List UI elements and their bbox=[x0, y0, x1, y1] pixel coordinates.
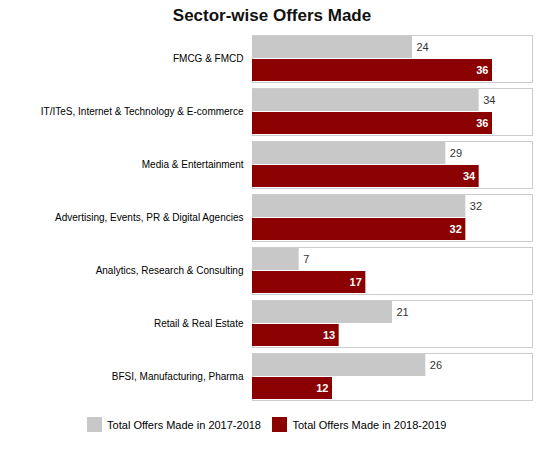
svg-text:Media & Entertainment: Media & Entertainment bbox=[142, 159, 244, 170]
svg-text:IT/ITeS, Internet & Technology: IT/ITeS, Internet & Technology & E-comme… bbox=[41, 106, 244, 117]
svg-text:34: 34 bbox=[483, 94, 495, 106]
svg-text:32: 32 bbox=[450, 223, 462, 235]
html-text:Total Offers Made in 2018-2019: Total Offers Made in 2018-2019 bbox=[292, 418, 447, 431]
html-text:Total Offers Made in 2017-2018: Total Offers Made in 2017-2018 bbox=[107, 418, 261, 431]
svg-text:FMCG & FMCD: FMCG & FMCD bbox=[173, 53, 244, 64]
svg-text:Retail & Real Estate: Retail & Real Estate bbox=[154, 318, 244, 329]
svg-text:12: 12 bbox=[316, 382, 328, 394]
svg-text:17: 17 bbox=[350, 276, 362, 288]
svg-text:36: 36 bbox=[476, 64, 488, 76]
svg-text:BFSI, Manufacturing, Pharma: BFSI, Manufacturing, Pharma bbox=[112, 371, 244, 382]
svg-text:13: 13 bbox=[323, 329, 335, 341]
svg-text:Advertising, Events, PR & Digi: Advertising, Events, PR & Digital Agenci… bbox=[55, 212, 243, 223]
svg-text:34: 34 bbox=[463, 170, 476, 182]
svg-text:26: 26 bbox=[430, 359, 442, 371]
svg-text:36: 36 bbox=[476, 117, 488, 129]
svg-text:7: 7 bbox=[303, 253, 309, 265]
svg-text:21: 21 bbox=[397, 306, 409, 318]
svg-text:29: 29 bbox=[450, 147, 462, 159]
html-text:Sector-wise Offers Made: Sector-wise Offers Made bbox=[172, 6, 372, 25]
svg-text:24: 24 bbox=[417, 41, 429, 53]
svg-text:Analytics, Research & Consulti: Analytics, Research & Consulting bbox=[96, 265, 244, 276]
svg-text:32: 32 bbox=[470, 200, 482, 212]
